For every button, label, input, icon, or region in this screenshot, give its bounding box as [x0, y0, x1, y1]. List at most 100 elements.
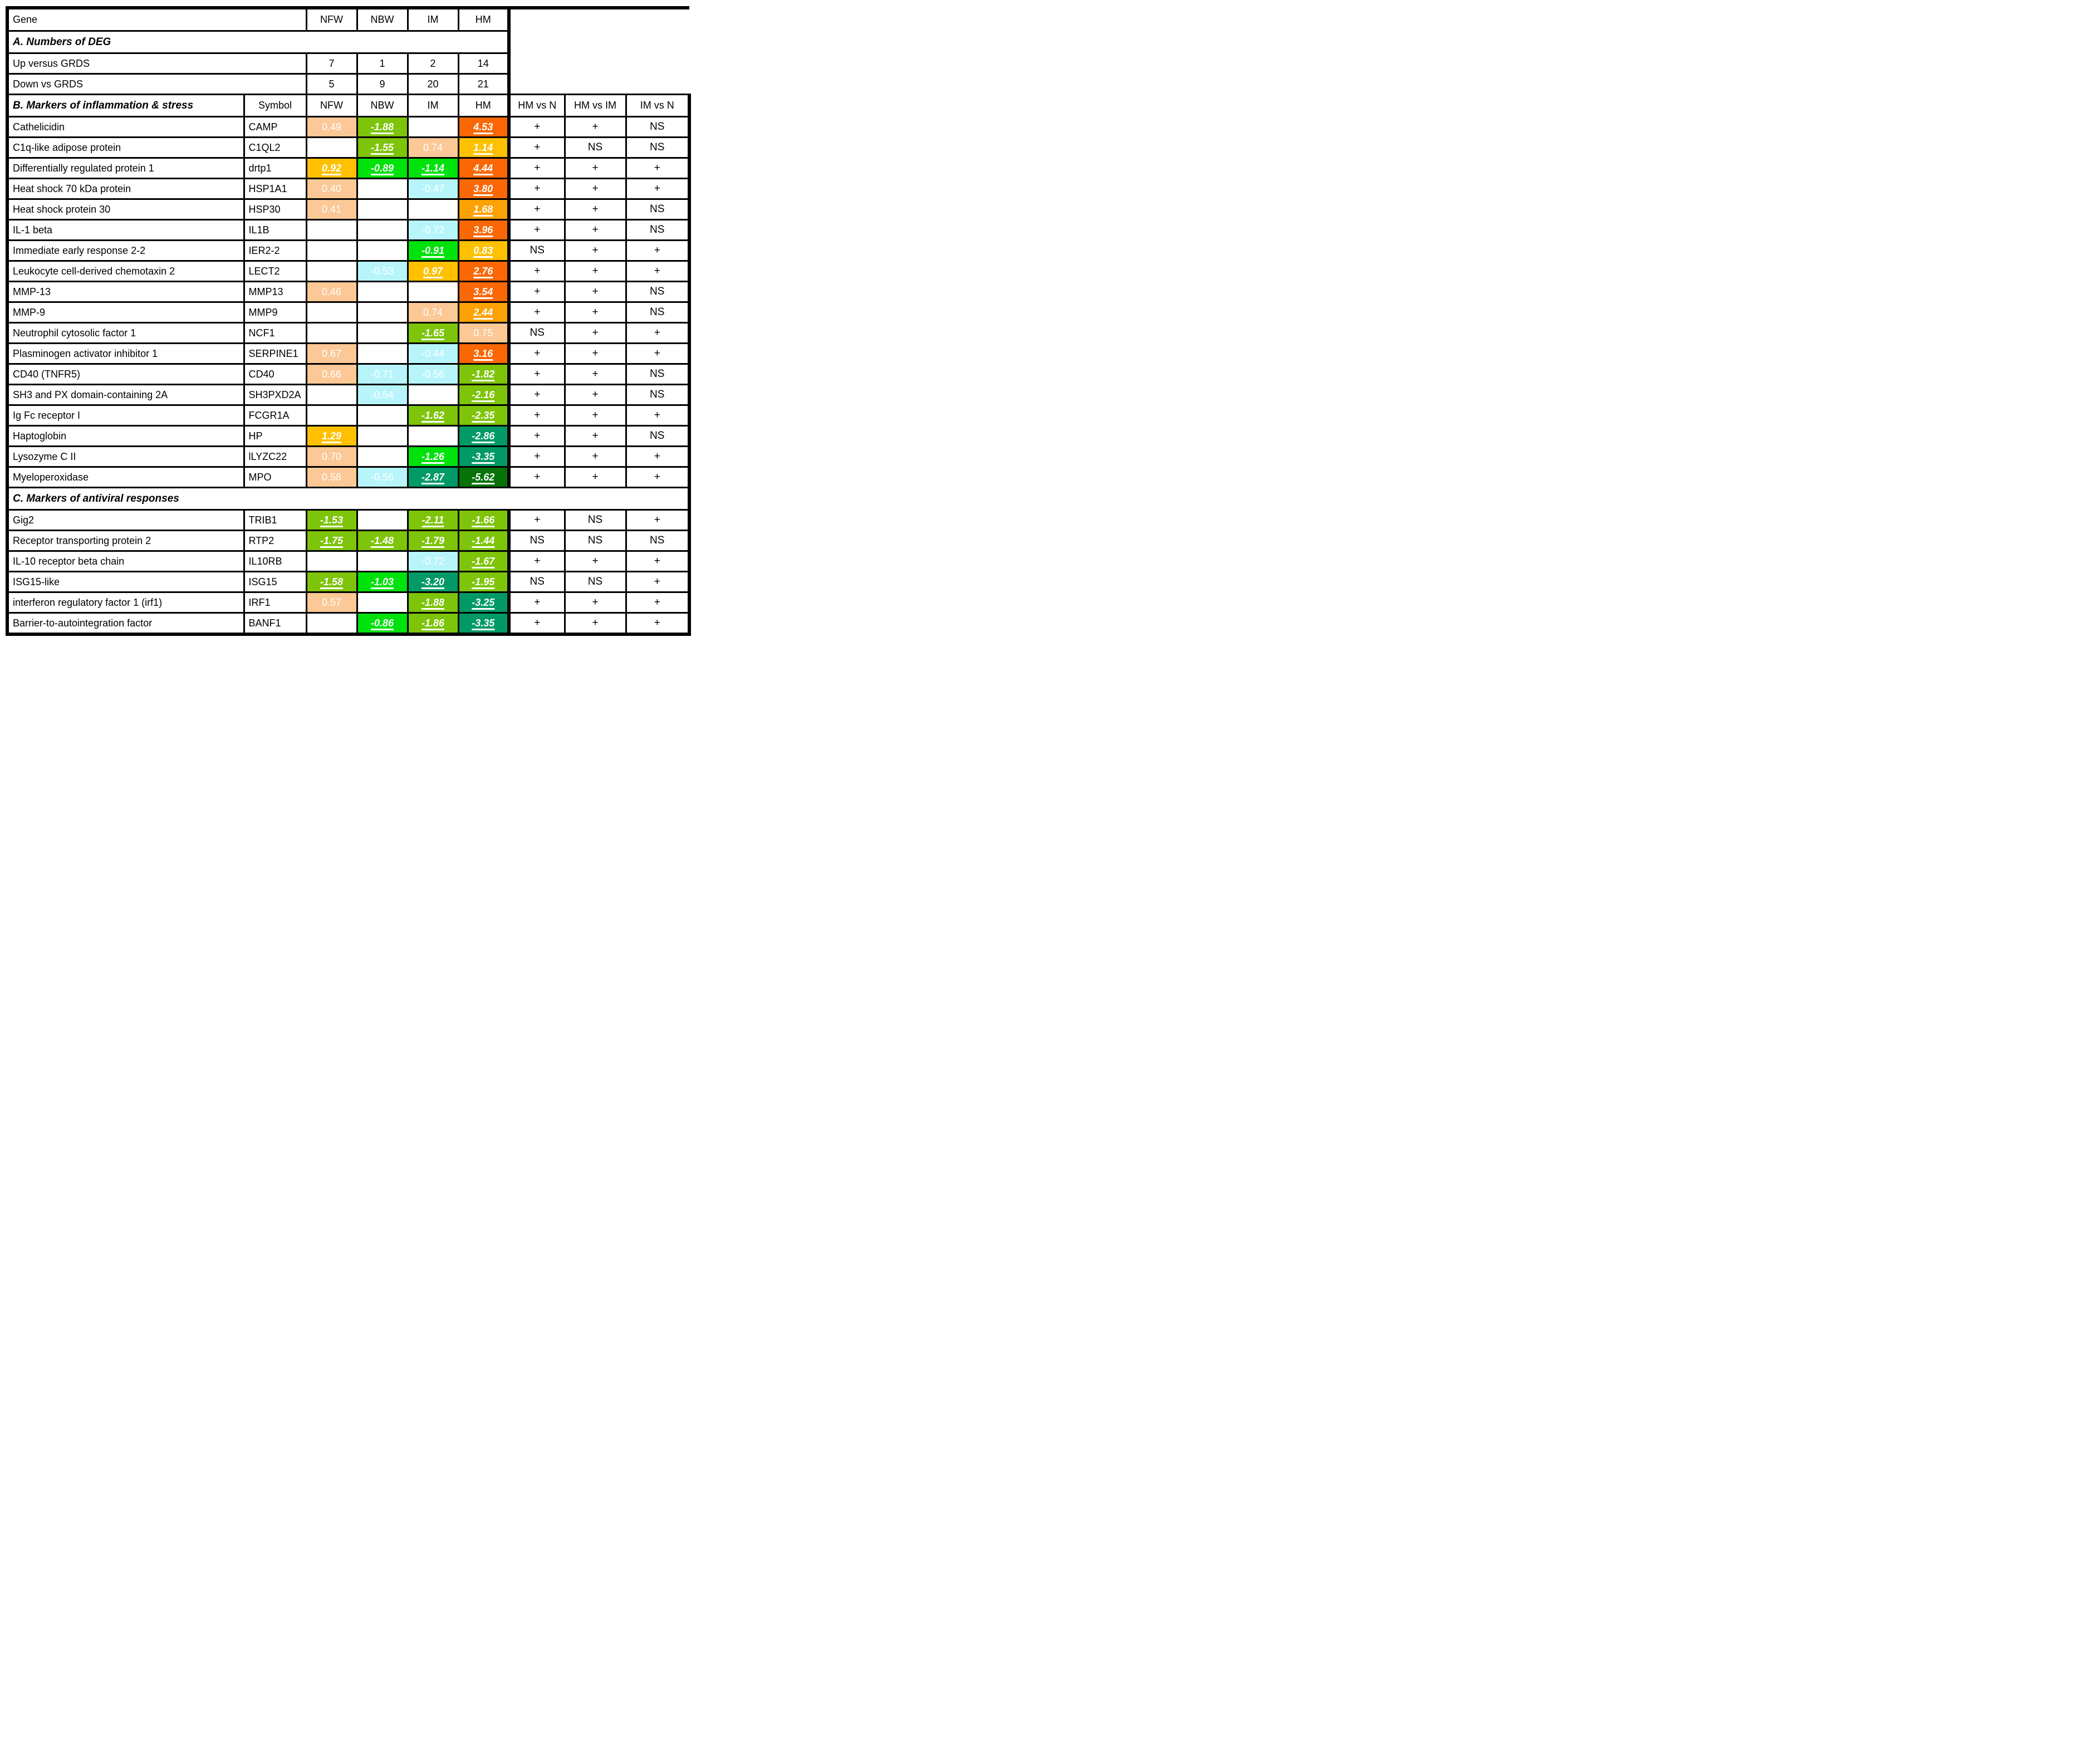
gene-symbol: HP	[243, 425, 307, 447]
fold-change-value: 0.74	[423, 141, 443, 153]
section-b-title: B. Markers of inflammation & stress	[6, 94, 245, 117]
fold-change-value: -1.67	[472, 555, 495, 567]
im-vs-n-flag: NS	[625, 198, 691, 220]
gene-row: Barrier-to-autointegration factor BANF1 …	[6, 612, 691, 636]
value-hm: 1.14	[457, 136, 511, 159]
gene-symbol: BANF1	[243, 612, 307, 636]
gene-row: MMP-13 MMP13 0.46 3.54 + + NS	[6, 281, 691, 303]
hm-vs-n-flag: +	[507, 157, 566, 179]
hm-vs-n-flag: +	[507, 591, 566, 614]
gene-name: Heat shock protein 30	[6, 198, 245, 220]
hm-vs-n-flag: NS	[507, 530, 566, 552]
fold-change-value: 1.68	[473, 203, 493, 215]
hm-vs-n-flag: +	[507, 445, 566, 468]
gene-name: Gig2	[6, 509, 245, 531]
value-nfw	[305, 384, 358, 406]
hm-vs-n-flag: +	[507, 404, 566, 427]
value-nfw: -1.58	[305, 571, 358, 593]
symbol-column-header: Symbol	[243, 94, 307, 117]
value-hm: 0.75	[457, 322, 511, 344]
column-header-hm-vs-n: HM vs N	[507, 94, 566, 117]
column-header-im-b: IM	[407, 94, 459, 117]
value-hm: -2.86	[457, 425, 511, 447]
column-header-nfw-b: NFW	[306, 94, 358, 117]
fold-change-value: -0.44	[421, 347, 445, 359]
im-vs-n-flag: NS	[625, 363, 691, 385]
value-hm: -2.16	[457, 384, 511, 406]
deg-up-nbw: 1	[356, 52, 409, 75]
value-nfw	[305, 136, 358, 159]
gene-symbol: HSP30	[243, 198, 307, 220]
fold-change-value: 0.57	[321, 596, 342, 608]
empty-region	[509, 6, 689, 31]
value-nbw	[356, 301, 409, 324]
gene-row: Ig Fc receptor I FCGR1A -1.62 -2.35 + + …	[6, 404, 691, 427]
hm-vs-n-flag: +	[507, 550, 566, 572]
gene-symbol: SERPINE1	[243, 342, 307, 365]
value-hm: 3.16	[457, 342, 511, 365]
table-header-row: Gene NFW NBW IM HM	[6, 6, 689, 32]
value-nbw	[356, 281, 409, 303]
value-im: -0.91	[406, 239, 459, 262]
gene-symbol: TRIB1	[243, 509, 307, 531]
value-nbw: -0.89	[356, 157, 409, 179]
fold-change-value: 0.74	[423, 306, 443, 318]
value-hm: 0.83	[457, 239, 511, 262]
hm-vs-im-flag: +	[563, 219, 627, 241]
hm-vs-n-flag: +	[507, 136, 566, 159]
gene-row: Plasminogen activator inhibitor 1 SERPIN…	[6, 342, 691, 365]
gene-row: interferon regulatory factor 1 (irf1) IR…	[6, 591, 691, 614]
gene-row: ISG15-like ISG15 -1.58 -1.03 -3.20 -1.95…	[6, 571, 691, 593]
hm-vs-im-flag: +	[563, 425, 627, 447]
empty-region	[509, 31, 689, 53]
value-im: -1.62	[406, 404, 459, 427]
hm-vs-n-flag: NS	[507, 571, 566, 593]
hm-vs-im-flag: +	[563, 116, 627, 138]
value-nfw: 0.67	[305, 342, 358, 365]
hm-vs-im-flag: +	[563, 384, 627, 406]
gene-row: Myeloperoxidase MPO 0.58 -0.56 -2.87 -5.…	[6, 466, 691, 488]
gene-row: Lysozyme C II lLYZC22 0.70 -1.26 -3.35 +…	[6, 445, 691, 468]
fold-change-value: 2.76	[473, 265, 493, 277]
gene-symbol: lLYZC22	[243, 445, 307, 468]
fold-change-value: -0.47	[421, 183, 445, 194]
value-nbw: -1.88	[356, 116, 409, 138]
hm-vs-im-flag: +	[563, 363, 627, 385]
section-c-title-row: C. Markers of antiviral responses	[6, 487, 691, 511]
value-nbw	[356, 550, 409, 572]
fold-change-value: -1.79	[421, 535, 445, 546]
value-nfw	[305, 322, 358, 344]
gene-symbol: FCGR1A	[243, 404, 307, 427]
empty-region	[509, 74, 689, 95]
value-nfw	[305, 404, 358, 427]
fold-change-value: -1.62	[421, 409, 445, 421]
deg-down-nfw: 5	[305, 73, 358, 95]
gene-row: CD40 (TNFR5) CD40 0.66 -0.71 -0.56 -1.82…	[6, 363, 691, 385]
section-c-title-tr: C. Markers of antiviral responses	[6, 487, 691, 511]
im-vs-n-flag: +	[625, 157, 691, 179]
deg-down-hm: 21	[457, 73, 511, 95]
value-nfw: 0.41	[305, 198, 358, 220]
value-nfw: 0.40	[305, 178, 358, 200]
value-nbw	[356, 198, 409, 220]
fold-change-value: -1.48	[370, 535, 394, 546]
fold-change-value: 0.70	[321, 450, 342, 462]
gene-name: Ig Fc receptor I	[6, 404, 245, 427]
fold-change-value: -2.86	[472, 430, 495, 442]
gene-name: Receptor transporting protein 2	[6, 530, 245, 552]
fold-change-value: -2.87	[421, 471, 445, 483]
im-vs-n-flag: +	[625, 322, 691, 344]
gene-name: Cathelicidin	[6, 116, 245, 138]
im-vs-n-flag: +	[625, 571, 691, 593]
hm-vs-im-flag: NS	[563, 571, 627, 593]
value-hm: 3.54	[457, 281, 511, 303]
gene-row: SH3 and PX domain-containing 2A SH3PXD2A…	[6, 384, 691, 406]
gene-row: Differentially regulated protein 1 drtp1…	[6, 157, 691, 179]
value-nfw	[305, 612, 358, 636]
gene-name: Myeloperoxidase	[6, 466, 245, 488]
gene-name: Neutrophil cytosolic factor 1	[6, 322, 245, 344]
fold-change-value: -1.14	[421, 162, 445, 174]
column-header-im-vs-n: IM vs N	[625, 94, 691, 117]
value-im	[406, 425, 459, 447]
fold-change-value: 0.83	[473, 244, 493, 256]
